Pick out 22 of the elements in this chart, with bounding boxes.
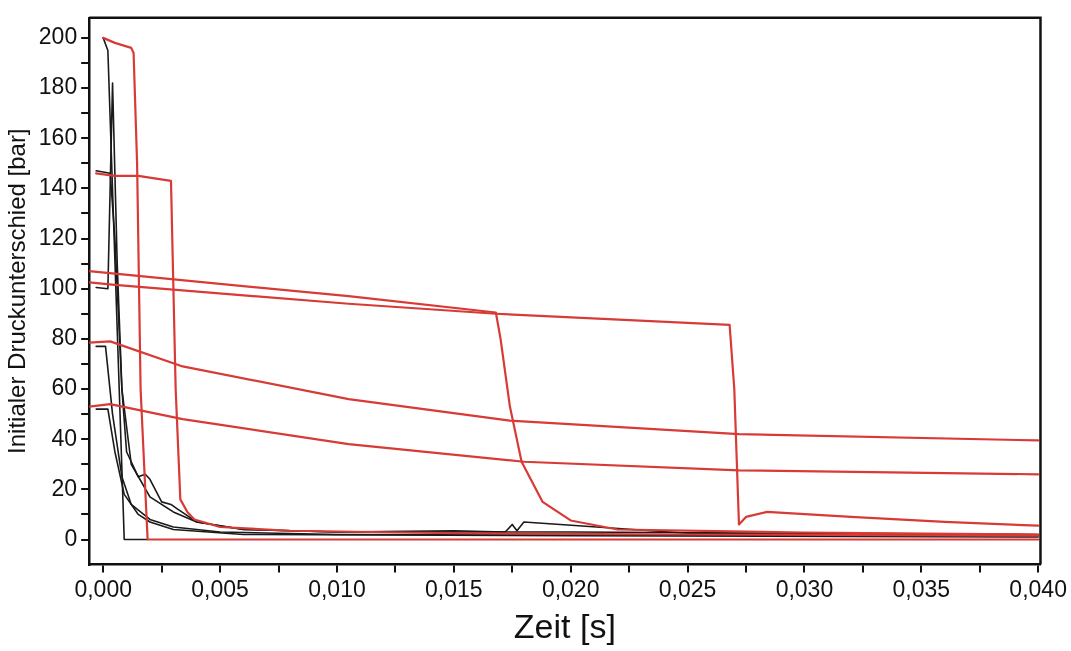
x-tick-label: 0,000 bbox=[74, 575, 132, 602]
y-tick-label: 20 bbox=[51, 474, 78, 501]
y-tick-label: 180 bbox=[38, 73, 78, 100]
y-tick-label: 40 bbox=[51, 424, 78, 451]
x-tick-label: 0,035 bbox=[892, 575, 951, 602]
x-tick-label: 0,025 bbox=[658, 575, 717, 602]
x-axis-title: Zeit [s] bbox=[513, 606, 616, 645]
y-tick-label: 160 bbox=[38, 123, 78, 150]
y-tick-label: 100 bbox=[38, 274, 78, 301]
x-tick-label: 0,040 bbox=[1009, 575, 1067, 602]
y-tick-label: 0 bbox=[64, 524, 78, 551]
y-tick-label: 200 bbox=[38, 23, 78, 50]
y-axis-title: Initialer Druckunterschied [bar] bbox=[3, 128, 31, 454]
x-tick-label: 0,020 bbox=[541, 575, 600, 602]
x-tick-label: 0,005 bbox=[191, 575, 249, 602]
x-tick-label: 0,015 bbox=[425, 575, 483, 602]
y-tick-label: 140 bbox=[38, 173, 78, 200]
y-tick-label: 120 bbox=[38, 223, 78, 250]
y-tick-label: 80 bbox=[51, 324, 78, 351]
x-tick-label: 0,010 bbox=[308, 575, 366, 602]
y-tick-label: 60 bbox=[51, 374, 78, 401]
x-tick-label: 0,030 bbox=[775, 575, 834, 602]
